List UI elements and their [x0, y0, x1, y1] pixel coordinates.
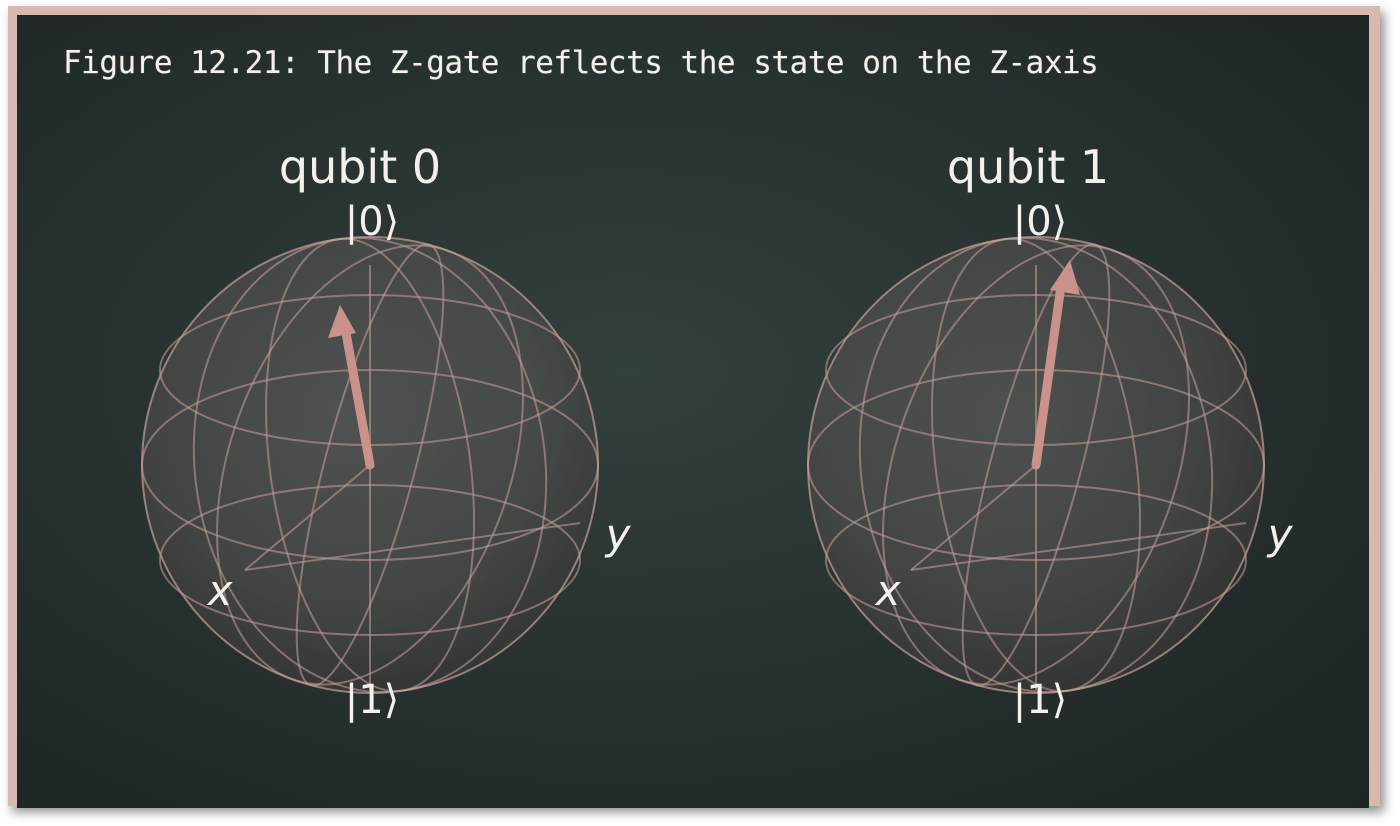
state-vector-arrow [341, 328, 375, 470]
sphere-title: qubit 0 [279, 140, 441, 194]
state-vector-arrowhead [1050, 260, 1080, 295]
state-vector-arrowhead [328, 305, 356, 338]
ket-zero-label: |0⟩ [1013, 199, 1068, 245]
ket-one-label: |1⟩ [345, 677, 400, 723]
bloch-sphere-qubit-1: qubit 1 |0⟩ |1⟩ x y [807, 140, 1294, 723]
y-axis-label: y [604, 510, 632, 559]
sphere-title: qubit 1 [947, 140, 1109, 194]
bloch-sphere-qubit-0: qubit 0 |0⟩ |1⟩ x y [141, 140, 632, 723]
ket-one-label: |1⟩ [1013, 677, 1068, 723]
x-axis-label: x [206, 566, 234, 615]
sphere-grid [141, 236, 599, 694]
ket-zero-label: |0⟩ [345, 199, 400, 245]
figure-caption: Figure 12.21: The Z-gate reflects the st… [63, 45, 1099, 81]
state-vector-arrow [1031, 288, 1065, 470]
sphere-grid [807, 236, 1265, 694]
y-axis-label: y [1266, 510, 1294, 559]
x-axis-label: x [874, 566, 902, 615]
